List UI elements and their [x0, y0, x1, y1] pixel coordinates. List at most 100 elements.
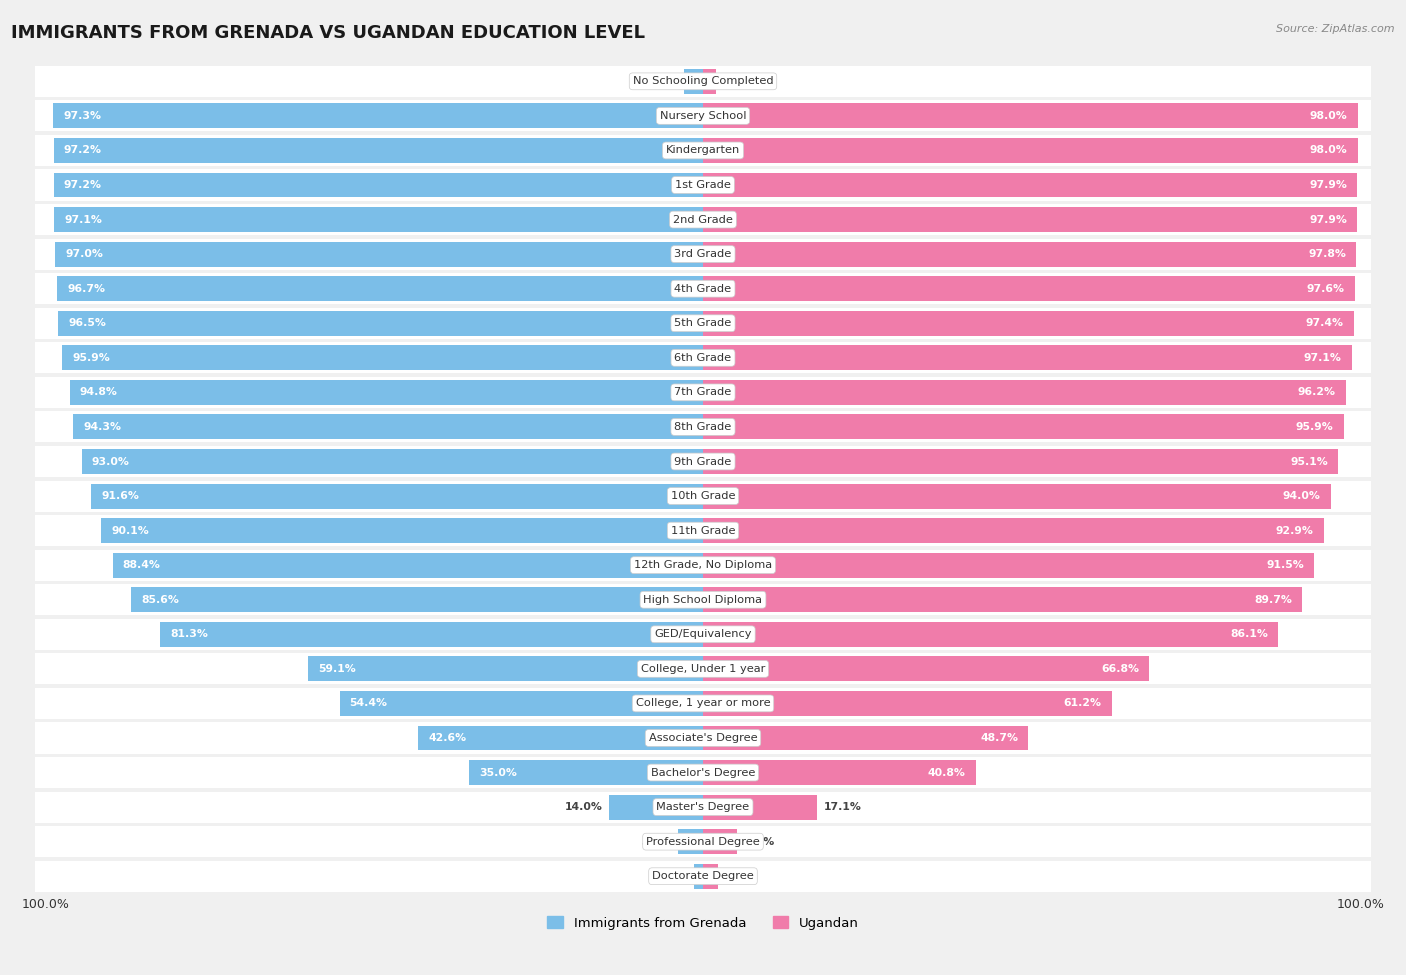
Text: 96.5%: 96.5%	[69, 318, 107, 329]
Bar	[703, 688, 1371, 719]
Text: 5th Grade: 5th Grade	[675, 318, 731, 329]
Bar	[703, 619, 1371, 650]
Text: 95.1%: 95.1%	[1291, 456, 1329, 466]
Bar	[35, 446, 703, 477]
Bar	[703, 342, 1371, 373]
Bar	[91, 484, 703, 509]
Bar	[703, 656, 1149, 682]
Text: 91.5%: 91.5%	[1267, 561, 1305, 570]
Text: 7th Grade: 7th Grade	[675, 387, 731, 398]
Bar	[693, 864, 703, 888]
Bar	[470, 760, 703, 785]
Bar	[35, 481, 703, 512]
Text: 10th Grade: 10th Grade	[671, 491, 735, 501]
Bar	[703, 829, 737, 854]
Text: 97.1%: 97.1%	[1303, 353, 1341, 363]
Text: 95.9%: 95.9%	[73, 353, 110, 363]
Bar	[703, 446, 1371, 477]
Bar	[35, 550, 703, 581]
Bar	[703, 414, 1344, 440]
Text: 3.7%: 3.7%	[641, 837, 672, 846]
Bar	[703, 722, 1371, 754]
Text: 97.0%: 97.0%	[65, 250, 103, 259]
Text: 96.2%: 96.2%	[1298, 387, 1336, 398]
Text: 97.1%: 97.1%	[65, 214, 103, 224]
Bar	[703, 484, 1331, 509]
Text: 14.0%: 14.0%	[565, 802, 603, 812]
Text: 97.3%: 97.3%	[63, 111, 101, 121]
Text: 97.6%: 97.6%	[1308, 284, 1346, 293]
Text: 85.6%: 85.6%	[141, 595, 179, 604]
Text: 95.9%: 95.9%	[1296, 422, 1333, 432]
Bar	[419, 725, 703, 751]
Text: No Schooling Completed: No Schooling Completed	[633, 76, 773, 87]
Text: Master's Degree: Master's Degree	[657, 802, 749, 812]
Bar	[703, 135, 1371, 166]
Bar	[62, 345, 703, 370]
Text: 42.6%: 42.6%	[429, 733, 467, 743]
Text: 97.9%: 97.9%	[1309, 180, 1347, 190]
Text: IMMIGRANTS FROM GRENADA VS UGANDAN EDUCATION LEVEL: IMMIGRANTS FROM GRENADA VS UGANDAN EDUCA…	[11, 24, 645, 42]
Text: 40.8%: 40.8%	[928, 767, 966, 777]
Bar	[703, 138, 1358, 163]
Bar	[82, 449, 703, 474]
Bar	[35, 135, 703, 166]
Bar	[35, 273, 703, 304]
Bar	[35, 100, 703, 132]
Text: 94.3%: 94.3%	[83, 422, 121, 432]
Bar	[55, 207, 703, 232]
Bar	[112, 553, 703, 577]
Bar	[35, 722, 703, 754]
Legend: Immigrants from Grenada, Ugandan: Immigrants from Grenada, Ugandan	[547, 916, 859, 930]
Text: 81.3%: 81.3%	[170, 629, 208, 640]
Text: 92.9%: 92.9%	[1275, 526, 1313, 535]
Text: 98.0%: 98.0%	[1310, 145, 1347, 155]
Bar	[703, 411, 1371, 443]
Bar	[703, 515, 1371, 546]
Bar	[35, 757, 703, 788]
Bar	[35, 688, 703, 719]
Text: 61.2%: 61.2%	[1064, 698, 1102, 709]
Bar	[35, 411, 703, 443]
Bar	[703, 518, 1323, 543]
Bar	[35, 308, 703, 339]
Text: 54.4%: 54.4%	[350, 698, 388, 709]
Text: 96.7%: 96.7%	[67, 284, 105, 293]
Text: 100.0%: 100.0%	[1337, 898, 1385, 911]
Text: 11th Grade: 11th Grade	[671, 526, 735, 535]
Bar	[703, 826, 1371, 857]
Text: High School Diploma: High School Diploma	[644, 595, 762, 604]
Text: 97.2%: 97.2%	[63, 180, 101, 190]
Bar	[35, 653, 703, 684]
Bar	[703, 653, 1371, 684]
Bar	[703, 204, 1371, 235]
Bar	[703, 65, 1371, 97]
Bar	[35, 861, 703, 892]
Text: Associate's Degree: Associate's Degree	[648, 733, 758, 743]
Bar	[703, 691, 1112, 716]
Bar	[703, 273, 1371, 304]
Bar	[703, 481, 1371, 512]
Bar	[59, 311, 703, 335]
Bar	[340, 691, 703, 716]
Text: 98.0%: 98.0%	[1310, 111, 1347, 121]
Bar	[35, 65, 703, 97]
Bar	[703, 345, 1351, 370]
Bar	[53, 173, 703, 198]
Bar	[160, 622, 703, 646]
Text: 97.9%: 97.9%	[1309, 214, 1347, 224]
Text: 93.0%: 93.0%	[91, 456, 129, 466]
Bar	[35, 792, 703, 823]
Text: 3rd Grade: 3rd Grade	[675, 250, 731, 259]
Text: 86.1%: 86.1%	[1230, 629, 1268, 640]
Text: 2.8%: 2.8%	[647, 76, 678, 87]
Bar	[703, 864, 717, 888]
Bar	[703, 170, 1371, 201]
Bar	[35, 584, 703, 615]
Bar	[703, 276, 1355, 301]
Bar	[703, 553, 1315, 577]
Bar	[703, 757, 1371, 788]
Text: 17.1%: 17.1%	[824, 802, 862, 812]
Text: 2.2%: 2.2%	[724, 872, 755, 881]
Bar	[703, 103, 1358, 129]
